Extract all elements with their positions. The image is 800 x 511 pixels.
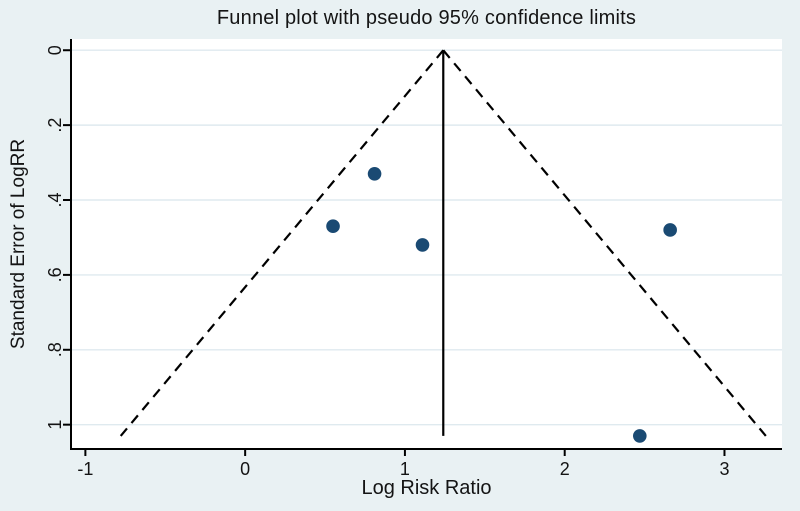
- study-point: [326, 219, 340, 234]
- y-tick-label: .6: [45, 267, 65, 282]
- y-tick-label: .8: [45, 342, 65, 357]
- y-axis-title: Standard Error of LogRR: [8, 138, 29, 350]
- x-tick-label: -1: [77, 459, 93, 479]
- x-tick-label: 3: [719, 459, 729, 479]
- study-point: [367, 166, 382, 181]
- x-tick-label: 0: [240, 459, 250, 479]
- chart-title: Funnel plot with pseudo 95% confidence l…: [216, 7, 637, 29]
- y-tick-label: .2: [45, 118, 65, 133]
- x-tick-label: 1: [400, 459, 410, 479]
- x-axis-title: Log Risk Ratio: [361, 477, 492, 499]
- study-point: [415, 238, 430, 252]
- y-tick-label: 0: [45, 45, 65, 55]
- study-point: [663, 223, 677, 237]
- y-tick-label: 1: [45, 420, 65, 430]
- study-point: [633, 429, 647, 443]
- funnel-ci-line-right: [442, 49, 767, 437]
- x-tick-label: 2: [560, 459, 570, 479]
- y-tick-label: .4: [45, 192, 65, 207]
- funnel-ci-line-left: [119, 49, 445, 437]
